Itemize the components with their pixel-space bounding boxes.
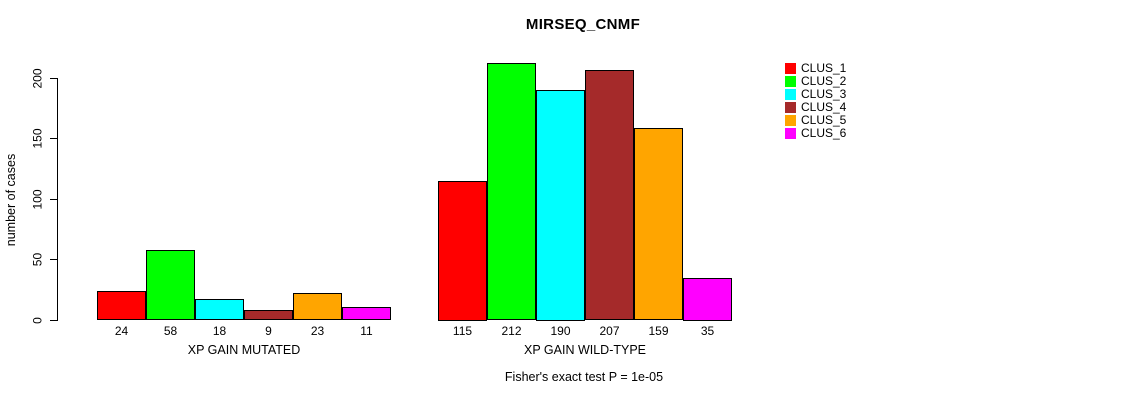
bar-clus_6-group1 [342,307,391,321]
bar-value-label: 190 [550,324,571,338]
bar-clus_2-group2 [487,63,536,321]
bar-value-label: 212 [501,324,522,338]
legend-item-clus_2: CLUS_2 [785,74,847,88]
bar-clus_6-group2 [683,278,732,321]
legend-item-clus_3: CLUS_3 [785,87,847,101]
bar-clus_3-group2 [536,90,585,321]
y-tick-label: 100 [30,189,45,210]
legend-item-clus_6: CLUS_6 [785,126,847,140]
bar-value-label: 18 [212,324,227,338]
y-tick [50,198,57,200]
x-group-label: XP GAIN MUTATED [187,343,301,357]
legend-swatch-clus_5 [785,115,796,126]
bar-value-label: 9 [265,324,272,338]
bar-value-label: 11 [360,324,373,338]
bar-value-label: 115 [452,324,473,338]
legend-swatch-clus_4 [785,102,796,113]
legend-item-clus_4: CLUS_4 [785,100,847,114]
legend-label: CLUS_2 [801,74,847,88]
fisher-test-annotation: Fisher's exact test P = 1e-05 [504,370,664,384]
bar-value-label: 35 [700,324,715,338]
bar-clus_5-group1 [293,292,342,321]
bar-value-label: 207 [599,324,620,338]
bar-clus_2-group1 [146,250,195,321]
x-group-label: XP GAIN WILD-TYPE [523,343,646,357]
legend-label: CLUS_4 [801,100,847,114]
bar-value-label: 58 [163,324,178,338]
y-tick-label: 50 [30,253,45,267]
chart-title: MIRSEQ_CNMF [525,16,641,33]
bar-clus_1-group1 [97,291,146,321]
legend-label: CLUS_1 [801,61,847,75]
bar-clus_1-group2 [438,181,487,321]
bar-value-label: 23 [310,324,325,338]
bar-clus_3-group1 [195,298,244,321]
y-tick-label: 150 [30,128,45,149]
bar-value-label: 24 [114,324,129,338]
y-axis-line [57,78,58,321]
legend-swatch-clus_3 [785,89,796,100]
legend-label: CLUS_3 [801,87,847,101]
y-tick [50,77,57,79]
y-tick [50,138,57,140]
legend-swatch-clus_1 [785,63,796,74]
legend-item-clus_1: CLUS_1 [785,61,847,75]
bar-clus_4-group1 [244,309,293,321]
legend-swatch-clus_6 [785,128,796,139]
bar-clus_4-group2 [585,69,634,321]
y-axis-title: number of cases [4,153,18,247]
bar-value-label: 159 [648,324,669,338]
legend-label: CLUS_5 [801,113,847,127]
legend-item-clus_5: CLUS_5 [785,113,847,127]
legend-swatch-clus_2 [785,76,796,87]
y-tick-label: 0 [30,317,45,324]
legend-label: CLUS_6 [801,126,847,140]
y-tick [50,320,57,321]
y-tick [50,259,57,261]
y-tick-label: 200 [30,67,45,89]
bar-clus_5-group2 [634,127,683,321]
